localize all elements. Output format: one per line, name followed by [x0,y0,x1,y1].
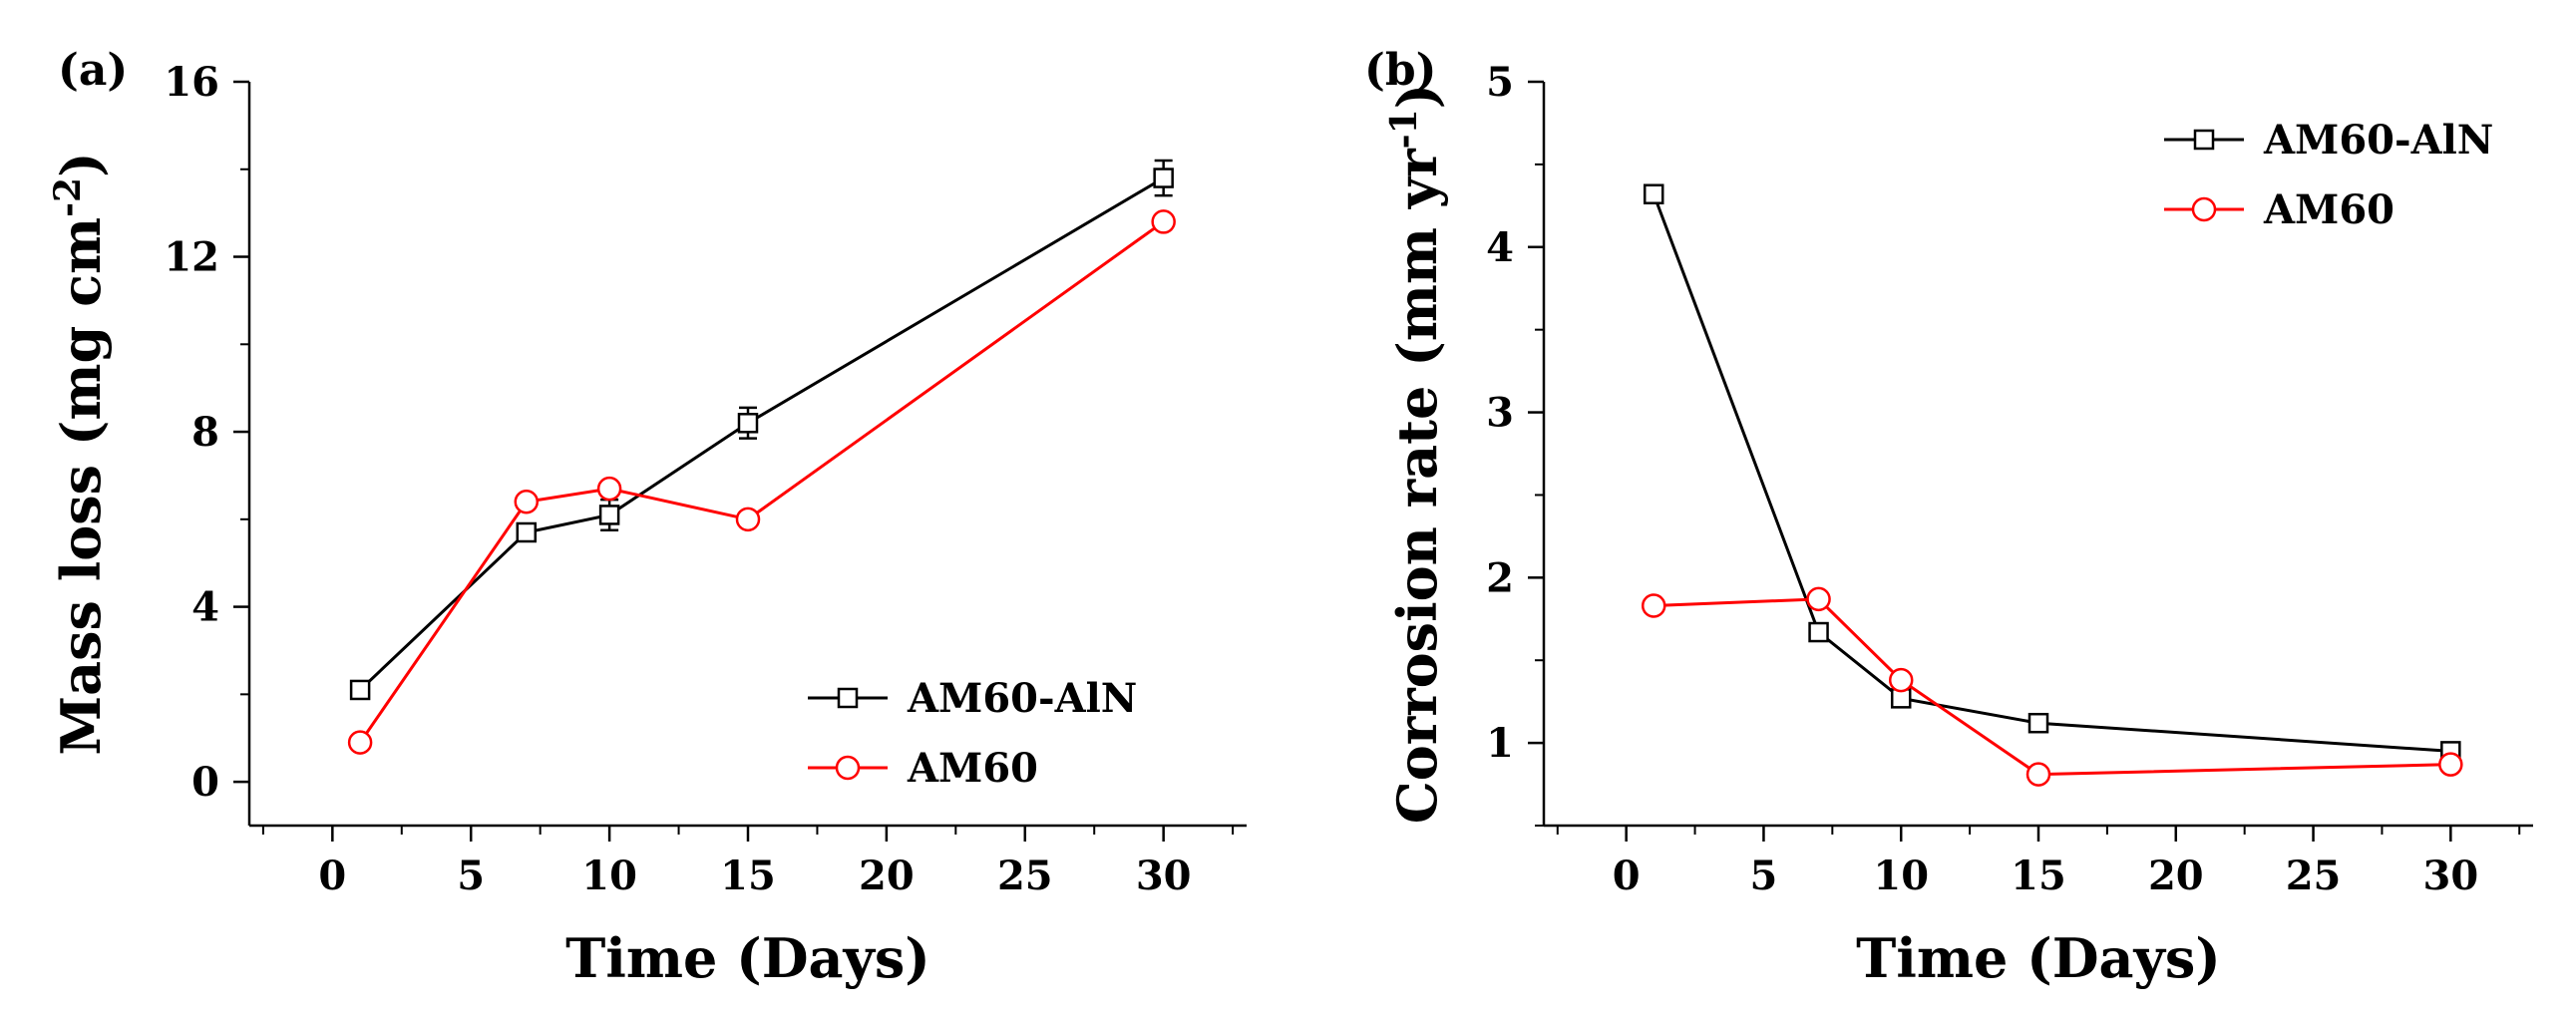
y-tick-label: 1 [1486,720,1514,767]
x-tick-label: 0 [1613,852,1641,899]
legend-marker-circle [2191,196,2217,222]
x-tick-label: 5 [1750,852,1778,899]
x-tick-label: 25 [2286,852,2342,899]
data-point-square [1808,621,1829,643]
data-point-square [2027,712,2049,734]
data-point-circle [1151,209,1176,234]
y-tick-label: 8 [191,409,219,456]
x-tick-label: 0 [318,852,346,899]
y-tick-label: 12 [164,234,219,281]
series-line [1654,597,2451,777]
data-point-circle [347,730,373,755]
x-tick-label: 30 [2422,852,2478,899]
legend-label: AM60-AlN [907,675,1137,722]
x-tick-label: 10 [581,852,637,899]
data-point-square [1153,168,1174,188]
data-point-square [737,413,759,434]
x-tick-label: 30 [1136,852,1192,899]
data-point-circle [596,476,622,502]
series-line [359,176,1165,692]
y-tick-label: 5 [1486,59,1514,106]
chart-panel-b: (b) 0 5 10 15 20 25 30 1 2 3 4 5 Time (Days) Corrosion… [1364,45,2533,990]
y-tick-label: 3 [1486,390,1514,437]
data-point-circle [514,490,540,514]
y-tick-label: 0 [191,759,219,806]
y-tick-label: 4 [1486,224,1514,271]
y-tick-label: 2 [1486,554,1514,601]
data-point-square [1643,183,1664,204]
x-tick-label: 25 [997,852,1053,899]
series-line [358,220,1165,744]
legend-label: AM60 [2263,186,2394,233]
data-point-circle [1641,593,1666,618]
x-tick-label: 15 [720,852,776,899]
data-point-square [349,679,371,701]
y-axis-title: Mass loss (mg cm-2) [47,152,113,755]
legend-marker-square [837,687,859,709]
data-point-square [598,505,620,525]
x-tick-label: 10 [1873,852,1929,899]
legend-marker-circle [835,755,861,781]
data-point-circle [2025,762,2051,787]
data-point-circle [735,507,761,532]
legend-marker-square [2193,129,2215,151]
panel-label: (b) [1364,45,1436,96]
x-axis-title: Time (Days) [565,926,930,990]
y-axis-title: Corrosion rate (mm yr-1) [1383,84,1449,824]
data-point-circle [1888,667,1914,693]
panel-label: (a) [58,45,128,96]
legend-label: AM60-AlN [2263,117,2493,164]
data-point-square [516,521,538,543]
series-line [1652,193,2451,753]
data-point-circle [1806,586,1831,612]
x-tick-label: 15 [2011,852,2066,899]
data-point-circle [2438,752,2463,777]
legend-label: AM60 [907,745,1038,792]
chart-panel-a: (a) 0 5 10 15 20 25 30 0 4 8 12 16 Time (Days) Mass lo… [47,45,1247,990]
x-tick-label: 20 [2148,852,2204,899]
y-tick-label: 4 [191,584,219,631]
x-tick-label: 20 [859,852,915,899]
x-tick-label: 5 [457,852,485,899]
x-axis-title: Time (Days) [1856,926,2221,990]
y-tick-label: 16 [164,59,219,106]
